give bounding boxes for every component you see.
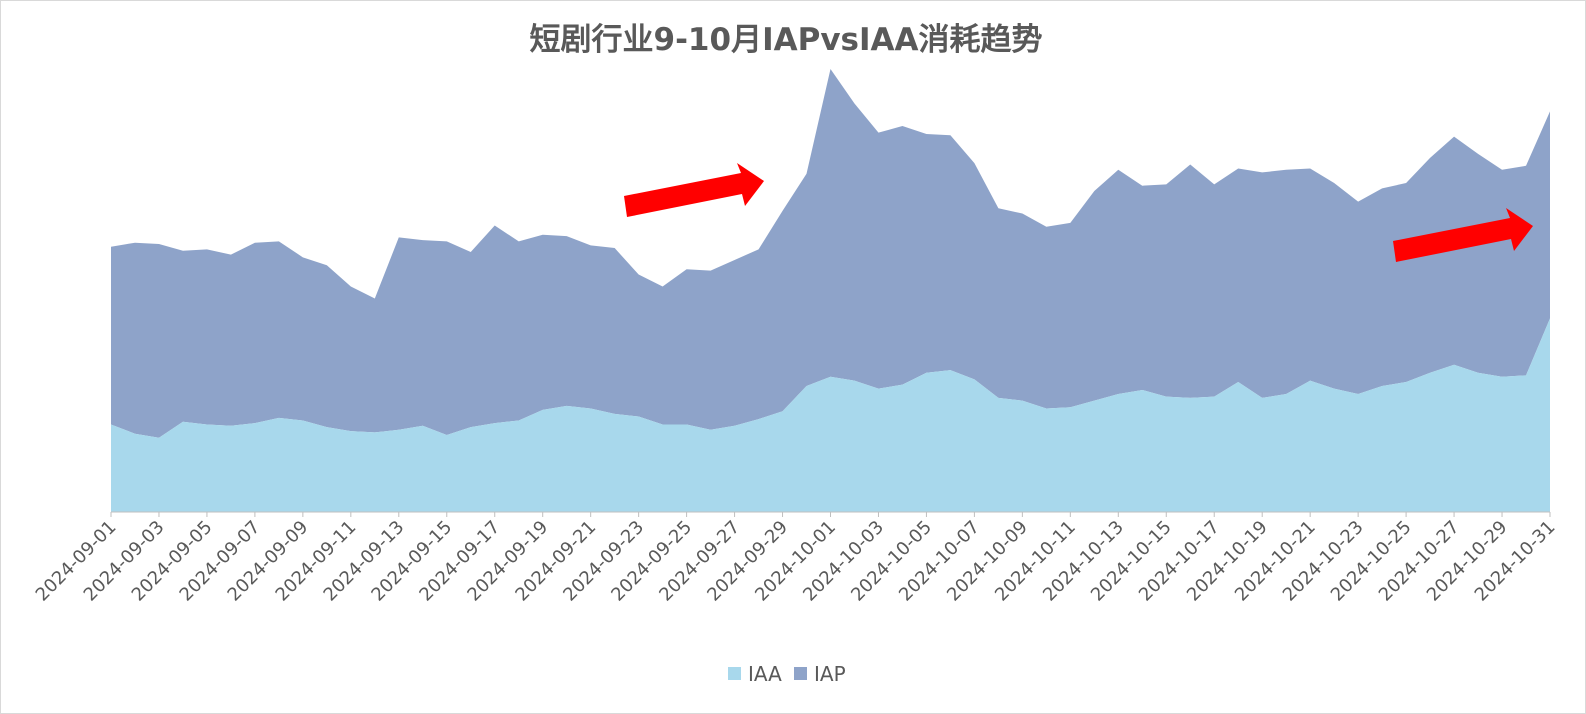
legend-label-iap: IAP [814,662,846,686]
x-axis-tick-labels: 2024-09-012024-09-032024-09-052024-09-07… [32,517,1560,606]
area-series-iaa [111,318,1550,512]
legend-label-iaa: IAA [748,662,782,686]
red-arrow-icon [1393,208,1533,262]
legend-swatch-iaa [728,667,741,680]
legend: IAA IAP [728,662,846,686]
x-axis-ticks [110,512,1551,517]
chart-title: 短剧行业9-10月IAPvsIAA消耗趋势 [530,22,1043,58]
red-arrow-icon [624,163,764,217]
legend-swatch-iap [794,667,807,680]
area-series-iap [111,68,1550,438]
plot-areas [111,68,1550,512]
annotation-arrows [624,163,1533,262]
